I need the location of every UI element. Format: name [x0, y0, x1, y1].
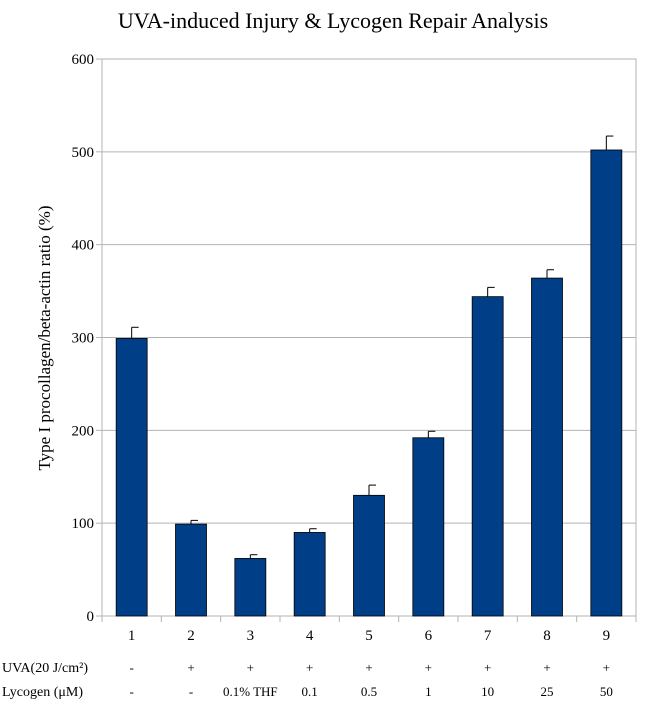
x-tick-label: 4 [306, 628, 314, 644]
x-tick-label: 5 [365, 628, 373, 644]
x-tick-label: 2 [187, 628, 195, 644]
x-tick-label: 8 [543, 628, 551, 644]
treatment-cell: 1 [425, 684, 432, 699]
treatment-cell: - [129, 660, 133, 675]
treatment-cell: 50 [600, 684, 613, 699]
y-tick-label: 200 [72, 423, 95, 439]
bar [590, 149, 623, 617]
treatment-cell: + [247, 660, 254, 675]
y-tick-label: 400 [72, 238, 95, 254]
bar [293, 532, 326, 617]
y-tick-label: 300 [72, 331, 95, 347]
bar [353, 494, 385, 617]
bars [115, 135, 623, 617]
treatment-cell: + [365, 660, 372, 675]
x-tick-label: 6 [425, 628, 433, 644]
y-tick-label: 0 [87, 609, 95, 625]
treatment-cell: + [484, 660, 491, 675]
treatment-cell: + [187, 660, 194, 675]
treatment-row-label: UVA(20 J/cm²) [2, 661, 88, 676]
axis-ticks: 0 100 200 300 400 500 600 1 2 3 4 5 6 7 8 9 [72, 52, 637, 644]
bar [175, 523, 207, 617]
bar [115, 338, 148, 617]
y-tick-label: 500 [72, 145, 95, 161]
y-axis-label: Type I procollagen/beta-actin ratio (%) [35, 205, 54, 470]
treatment-cell: - [129, 684, 133, 699]
treatment-cell: 0.5 [361, 684, 377, 699]
bar [471, 296, 504, 617]
bar [412, 437, 445, 617]
treatment-cell: 10 [481, 684, 494, 699]
treatment-cell: + [306, 660, 313, 675]
treatment-row-label: Lycogen (μM) [2, 685, 83, 700]
treatment-cell: - [189, 684, 193, 699]
chart-title: UVA-induced Injury & Lycogen Repair Anal… [118, 8, 548, 33]
bar [234, 558, 267, 617]
x-tick-label: 1 [128, 628, 136, 644]
treatment-cell: + [425, 660, 432, 675]
treatment-cell: 25 [541, 684, 554, 699]
y-tick-label: 100 [72, 516, 95, 532]
treatment-table: UVA(20 J/cm²) - + + + + + + + + Lycogen (μM) - - 0.1%… [2, 660, 613, 700]
y-tick-label: 600 [72, 52, 95, 68]
bar [531, 277, 563, 617]
treatment-cell: 0.1 [302, 684, 318, 699]
treatment-cell: + [543, 660, 550, 675]
treatment-cell: + [603, 660, 610, 675]
treatment-cell: 0.1% THF [223, 684, 278, 699]
x-tick-label: 3 [247, 628, 255, 644]
x-tick-label: 7 [484, 628, 492, 644]
x-tick-label: 9 [603, 628, 611, 644]
